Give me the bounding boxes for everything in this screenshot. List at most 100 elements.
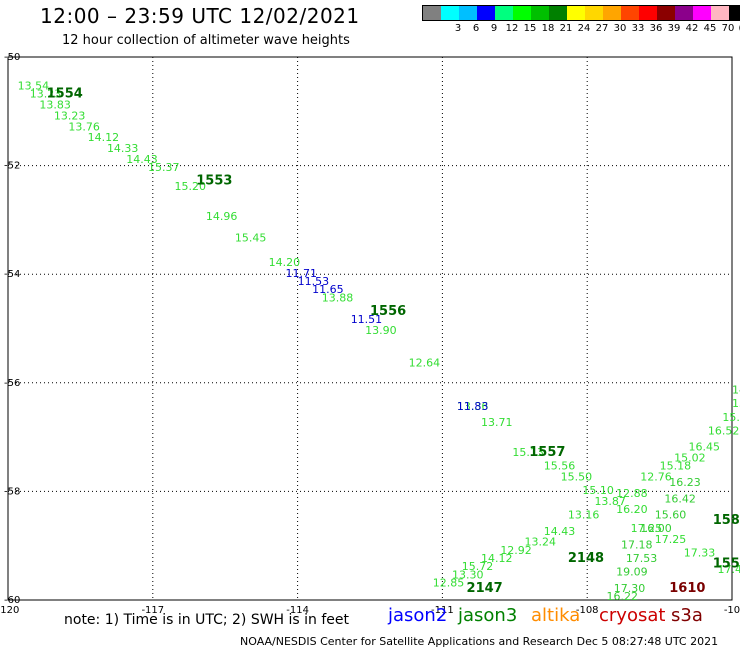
x-tick-label: -117 xyxy=(141,605,164,616)
wave-height-label: 16.45 xyxy=(689,441,721,454)
legend-label: 36 xyxy=(649,23,663,34)
pass-label: 1554 xyxy=(47,87,83,102)
legend-swatch xyxy=(423,6,441,20)
legend-label: 33 xyxy=(631,23,645,34)
wave-height-label: 11.71 xyxy=(286,267,318,280)
wave-height-label: 16.52 xyxy=(708,424,740,437)
satellite-jason3: jason3 xyxy=(458,605,518,626)
wave-height-label: 16.42 xyxy=(664,492,696,505)
pass-label: 1553 xyxy=(196,174,232,189)
wave-height-label: 16.23 xyxy=(669,476,701,489)
wave-height-label: 17.18 xyxy=(621,538,653,551)
wave-height-label: 14.07 xyxy=(732,384,740,397)
legend-label: 70 xyxy=(721,23,735,34)
x-tick-label: -120 xyxy=(0,605,19,616)
map-frame xyxy=(7,56,733,601)
wave-height-label: 12.76 xyxy=(640,471,672,484)
y-tick-label: -56 xyxy=(4,378,20,389)
satellite-cryosat: cryosat xyxy=(599,605,666,626)
wave-height-label: 13.88 xyxy=(322,291,354,304)
wave-height-label: 13.87 xyxy=(594,495,626,508)
wave-height-label: 13.54 xyxy=(18,80,50,93)
legend-color-bar xyxy=(422,5,740,21)
legend-swatch xyxy=(477,6,495,20)
pass-label: 2147 xyxy=(467,581,503,596)
legend-swatch xyxy=(513,6,531,20)
x-tick-label: -114 xyxy=(286,605,309,616)
legend-label: 12 xyxy=(505,23,519,34)
legend-swatch xyxy=(459,6,477,20)
legend-swatch xyxy=(711,6,729,20)
wave-height-label: 15.72 xyxy=(462,560,494,573)
legend-label: 39 xyxy=(667,23,681,34)
satellite-s3a: s3a xyxy=(671,605,703,626)
map-title: 12:00 – 23:59 UTC 12/02/2021 xyxy=(40,4,360,28)
wave-height-label: 15.60 xyxy=(655,509,687,522)
wave-height-label: 16.20 xyxy=(616,503,648,516)
legend-label: 30 xyxy=(613,23,627,34)
x-tick-label: -108 xyxy=(576,605,599,616)
wave-height-label: 14.43 xyxy=(126,153,157,166)
wave-height-label: 15.13 xyxy=(512,446,544,459)
map-subtitle: 12 hour collection of altimeter wave hei… xyxy=(62,33,350,48)
legend-swatch xyxy=(603,6,621,20)
legend-swatch xyxy=(567,6,585,20)
legend-swatch xyxy=(495,6,513,20)
wave-height-label: 13.71 xyxy=(481,416,512,429)
pass-label: 1610 xyxy=(669,581,705,596)
legend-swatch xyxy=(639,6,657,20)
wave-height-label: 13.23 xyxy=(30,88,62,101)
y-tick-label: -58 xyxy=(4,486,20,497)
wave-height-label: 17.25 xyxy=(631,522,663,535)
legend-swatch xyxy=(549,6,567,20)
wave-height-label: 15.02 xyxy=(674,452,706,465)
pass-label: 2148 xyxy=(568,551,604,566)
wave-height-label: 15.37 xyxy=(148,161,180,174)
wave-height-label: 12.64 xyxy=(409,357,441,370)
wave-height-label: 13.23 xyxy=(54,109,86,122)
wave-height-label: 17.33 xyxy=(684,547,716,560)
wave-height-label: 15.10 xyxy=(582,484,614,497)
wave-height-label: 16.22 xyxy=(607,590,639,603)
legend-label: 3 xyxy=(454,23,462,34)
wave-height-label: 13.30 xyxy=(452,568,484,581)
wave-height-label: 11.51 xyxy=(351,313,383,326)
wave-height-label: 11.83 xyxy=(457,400,489,413)
pass-label: 1556 xyxy=(370,304,406,319)
wave-height-label: 14.12 xyxy=(88,131,120,144)
wave-height-label: 17.45 xyxy=(718,563,740,576)
pass-label: 158 xyxy=(713,513,740,528)
wave-height-label: 17.25 xyxy=(655,533,687,546)
wave-height-label: 15.20 xyxy=(175,180,207,193)
legend-swatch xyxy=(693,6,711,20)
wave-height-label: 13.76 xyxy=(68,120,100,133)
wave-height-label: 15.56 xyxy=(544,460,576,473)
wave-height-label: 13.90 xyxy=(365,324,397,337)
legend-label: 21 xyxy=(559,23,573,34)
legend-label: 45 xyxy=(703,23,717,34)
wave-height-label: 17.53 xyxy=(626,552,658,565)
satellite-altika: altika xyxy=(531,605,581,626)
legend-swatch xyxy=(729,6,740,20)
pass-label: 155 xyxy=(713,556,740,571)
legend-label: 9 xyxy=(490,23,498,34)
wave-height-label: 14.33 xyxy=(107,142,138,155)
legend-swatch xyxy=(657,6,675,20)
legend-label: 15 xyxy=(523,23,537,34)
wave-height-label: 13.83 xyxy=(39,99,71,112)
y-tick-label: -52 xyxy=(4,161,20,172)
wave-height-label: 11.65 xyxy=(312,283,344,296)
wave-height-label: 16.00 xyxy=(640,522,672,535)
legend-label: 18 xyxy=(541,23,555,34)
y-tick-label: -60 xyxy=(4,595,20,606)
pass-label: 1557 xyxy=(529,445,565,460)
footer-note: note: 1) Time is in UTC; 2) SWH is in fe… xyxy=(64,612,350,628)
legend-label: 27 xyxy=(595,23,609,34)
wave-height-label: 12.85 xyxy=(433,576,465,589)
wave-height-label: 15.84 xyxy=(722,411,740,424)
wave-height-label: 17.30 xyxy=(614,582,646,595)
y-tick-label: -54 xyxy=(4,269,20,280)
